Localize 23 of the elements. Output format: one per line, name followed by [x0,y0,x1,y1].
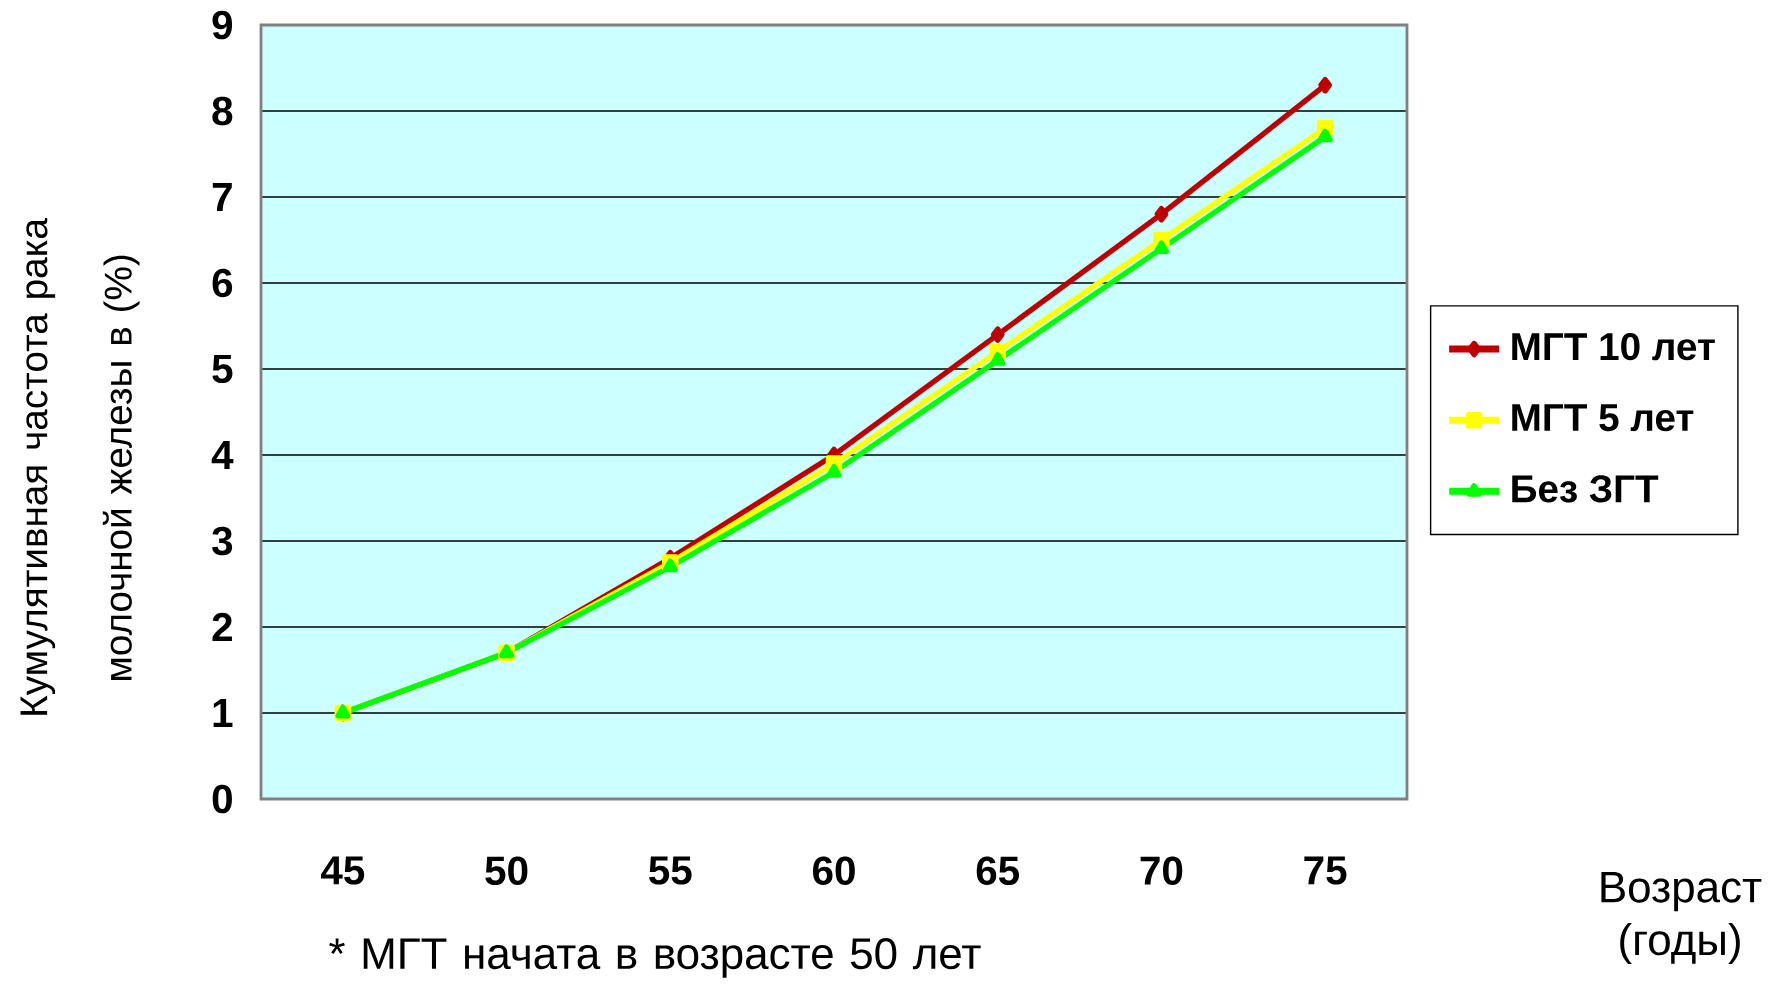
x-tick-label: 50 [485,856,528,886]
x-tick-label: 70 [1140,856,1183,886]
x-tick-label: 45 [320,856,365,885]
y-tick-label: 1 [213,699,233,727]
text: * МГТ начата в возрасте 50 лет [329,938,981,978]
x-tick-label: 55 [649,856,692,885]
y-tick-label: 0 [212,784,232,814]
legend-label: МГТ 10 лет [1512,332,1715,361]
text: Кумулятивная частота рака молочной железы в (%) [20,218,140,715]
y-tick-label: 3 [212,526,233,556]
x-tick-label: 60 [813,856,855,886]
y-tick-label: 7 [212,183,232,211]
y-tick-label: 8 [212,96,233,126]
legend-label: МГТ 5 лет [1512,404,1694,432]
y-tick-label: 2 [212,612,232,642]
x-tick-label: 75 [1304,856,1347,885]
text: Возраст (годы) [1601,871,1762,964]
x-tick-label: 65 [976,856,1020,886]
y-tick-label: 9 [212,10,233,40]
y-tick-label: 4 [211,441,234,469]
y-tick-label: 5 [212,354,233,384]
legend-label: Без ЗГТ [1512,475,1659,503]
y-tick-label: 6 [212,268,233,298]
